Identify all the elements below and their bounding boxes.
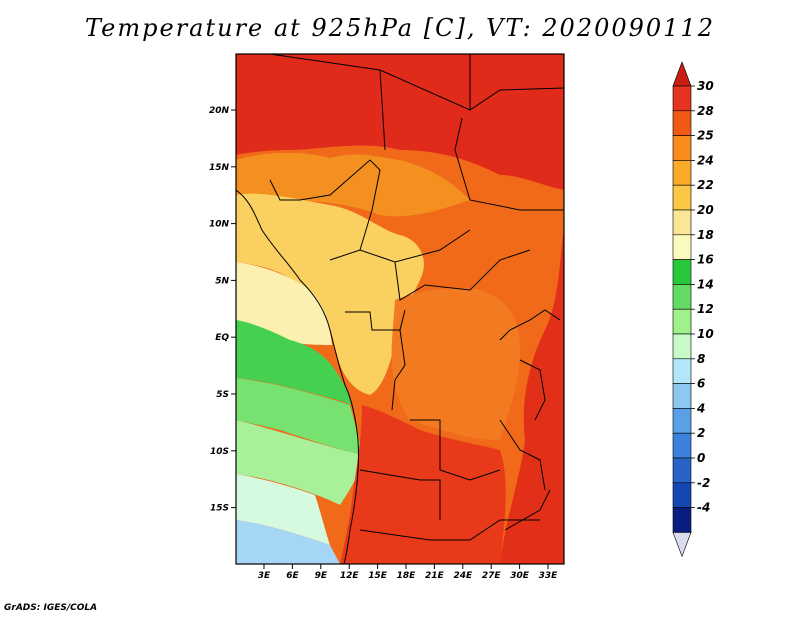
colorbar-label: 12 [697,302,714,316]
colorbar-label: 4 [696,401,705,415]
colorbar-swatch [672,408,692,434]
colorbar-swatch [672,482,692,508]
colorbar-top-cap [672,61,692,87]
colorbar-label: 2 [697,426,705,440]
colorbar-swatch [672,209,692,236]
colorbar-label: 18 [697,228,714,242]
chart-title: Temperature at 925hPa [C], VT: 202009011… [85,14,715,42]
colorbar-swatch [672,259,692,285]
colorbar-swatch [672,383,692,409]
lat-label: 5N [215,276,229,286]
colorbar-label: 10 [697,327,714,341]
colorbar-label: 14 [697,277,714,291]
colorbar-bottom-cap [672,532,692,558]
lat-label: 15S [210,504,229,514]
country-borders [236,54,564,564]
colorbar-label: 25 [697,129,714,143]
colorbar-swatch [672,160,692,186]
colorbar-swatch [672,333,692,360]
lon-label: 3E [258,571,271,581]
colorbar-swatch [672,110,692,136]
lat-label: 20N [209,106,230,116]
colorbar-swatch [672,457,692,484]
lon-label: 24E [453,571,473,581]
colorbar-swatch [672,184,692,211]
colorbar-label: -4 [697,501,710,515]
lat-label: 10N [209,220,230,230]
lon-label: 30E [510,571,530,581]
colorbar-swatch [672,85,692,112]
colorbar-label: 30 [697,79,714,93]
credit-text: GrADS: IGES/COLA [4,603,98,613]
lat-label: 10S [210,447,229,457]
lon-label: 9E [315,571,328,581]
colorbar-swatch [672,234,692,260]
lon-label: 15E [368,571,388,581]
colorbar-label: 16 [697,253,714,267]
lat-label: 5S [216,390,229,400]
lon-label: 33E [539,571,559,581]
lat-label: EQ [215,333,229,343]
colorbar-label: 28 [697,104,714,118]
colorbar-label: 8 [697,352,705,366]
colorbar-label: 22 [697,178,714,192]
lon-label: 12E [340,571,360,581]
colorbar-label: 6 [697,377,705,391]
colorbar-label: 0 [697,451,705,465]
colorbar-label: -2 [697,476,710,490]
longitude-axis: 3E 6E 9E 12E 15E 18E 21E 24E 27E 30E 33E [258,564,558,581]
lon-label: 27E [482,571,502,581]
colorbar-swatch [672,507,692,533]
colorbar-label: 20 [697,203,714,217]
colorbar-swatch [672,135,692,161]
lon-label: 18E [397,571,417,581]
colorbar-swatch [672,284,692,310]
colorbar-label: 24 [697,153,714,167]
colorbar-swatch [672,432,692,459]
lat-label: 15N [209,163,230,173]
colorbar-swatch [672,358,692,384]
lon-label: 6E [286,571,299,581]
lon-label: 21E [425,571,445,581]
latitude-axis: 20N 15N 10N 5N EQ 5S 10S 15S [209,106,236,514]
colorbar-swatch [672,308,692,335]
temperature-field [236,54,564,564]
